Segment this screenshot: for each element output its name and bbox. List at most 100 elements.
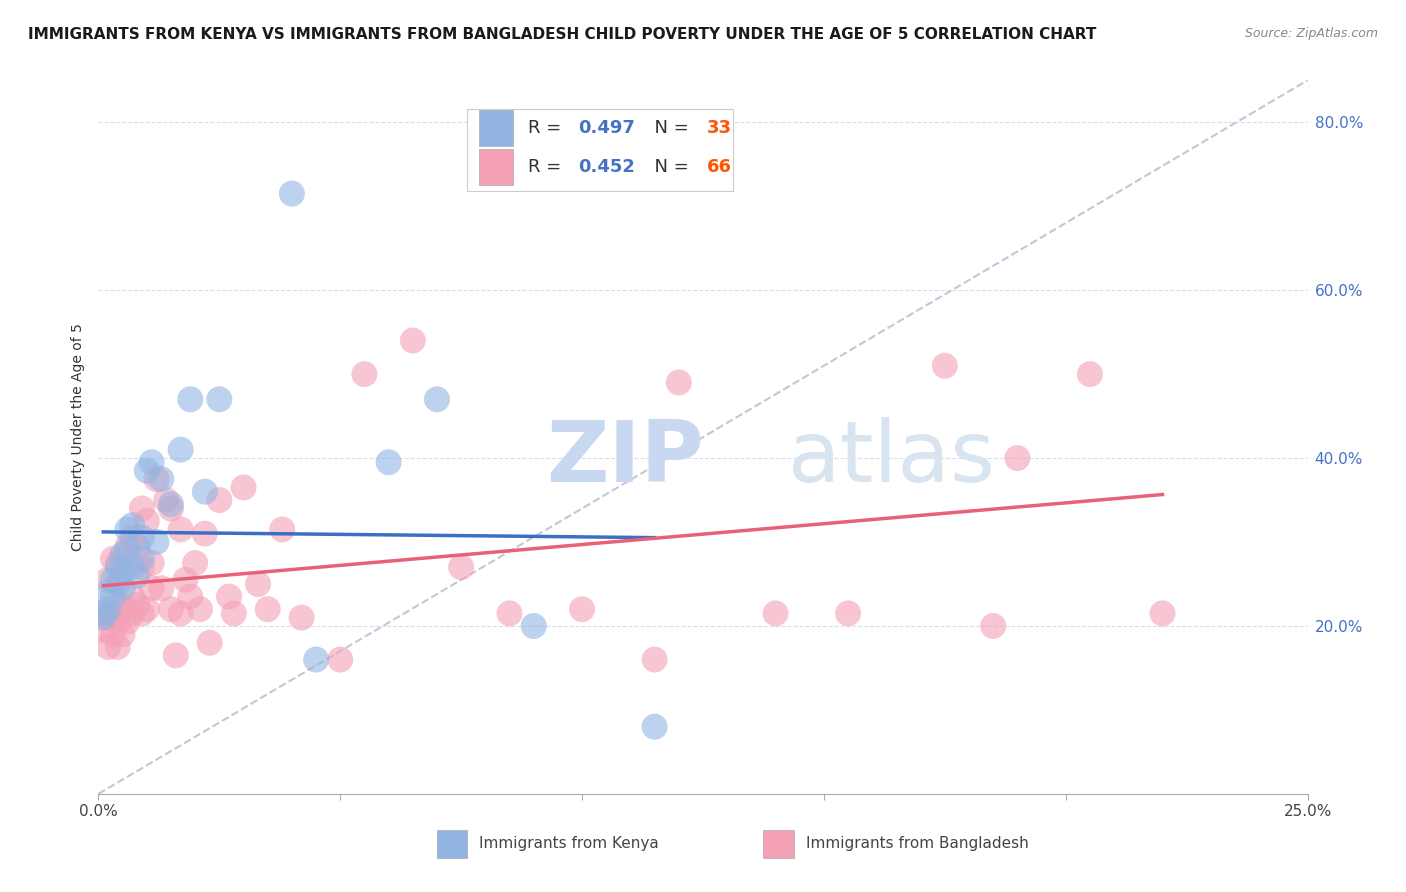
Point — [194, 526, 217, 541]
Point — [111, 565, 134, 579]
Point — [934, 359, 956, 373]
Point — [121, 590, 143, 604]
Point — [91, 607, 114, 621]
Point — [107, 560, 129, 574]
Point — [174, 573, 197, 587]
Point — [208, 392, 231, 407]
Point — [117, 523, 139, 537]
Point — [141, 581, 163, 595]
Point — [97, 602, 120, 616]
Text: 66: 66 — [707, 158, 731, 176]
Point — [426, 392, 449, 407]
FancyBboxPatch shape — [763, 830, 794, 858]
Point — [135, 602, 157, 616]
Point — [169, 607, 191, 621]
Point — [91, 607, 114, 621]
Text: R =: R = — [527, 158, 567, 176]
Point — [121, 518, 143, 533]
Point — [111, 565, 134, 579]
Point — [101, 627, 124, 641]
Point — [127, 598, 149, 612]
Point — [165, 648, 187, 663]
Point — [222, 607, 245, 621]
Point — [111, 627, 134, 641]
Point — [111, 581, 134, 595]
Point — [97, 573, 120, 587]
Point — [107, 577, 129, 591]
Point — [571, 602, 593, 616]
Text: N =: N = — [643, 120, 695, 137]
Point — [188, 602, 211, 616]
Point — [150, 472, 173, 486]
Point — [131, 607, 153, 621]
Point — [145, 472, 167, 486]
Text: Immigrants from Kenya: Immigrants from Kenya — [479, 837, 659, 851]
Point — [644, 720, 666, 734]
Point — [281, 186, 304, 201]
Text: atlas: atlas — [787, 417, 995, 500]
Point — [353, 367, 375, 381]
Point — [117, 615, 139, 629]
Point — [131, 501, 153, 516]
Point — [160, 501, 183, 516]
Point — [145, 535, 167, 549]
Point — [450, 560, 472, 574]
Text: ZIP: ZIP — [546, 417, 703, 500]
Point — [232, 480, 254, 494]
Point — [668, 376, 690, 390]
Point — [141, 455, 163, 469]
Point — [101, 590, 124, 604]
Point — [644, 652, 666, 666]
Point — [305, 652, 328, 666]
FancyBboxPatch shape — [479, 111, 513, 146]
Point — [97, 610, 120, 624]
Point — [101, 551, 124, 566]
Point — [160, 497, 183, 511]
Point — [155, 493, 177, 508]
Point — [121, 560, 143, 574]
Text: IMMIGRANTS FROM KENYA VS IMMIGRANTS FROM BANGLADESH CHILD POVERTY UNDER THE AGE : IMMIGRANTS FROM KENYA VS IMMIGRANTS FROM… — [28, 27, 1097, 42]
Point — [169, 442, 191, 457]
Point — [91, 623, 114, 637]
Point — [131, 531, 153, 545]
Point — [121, 607, 143, 621]
Point — [141, 556, 163, 570]
Point — [150, 581, 173, 595]
Y-axis label: Child Poverty Under the Age of 5: Child Poverty Under the Age of 5 — [70, 323, 84, 551]
Point — [184, 556, 207, 570]
Point — [218, 590, 240, 604]
Point — [131, 560, 153, 574]
Text: R =: R = — [527, 120, 567, 137]
Point — [271, 523, 294, 537]
Point — [837, 607, 859, 621]
Point — [198, 636, 221, 650]
Point — [498, 607, 520, 621]
Point — [1007, 451, 1029, 466]
Point — [97, 640, 120, 654]
Point — [107, 640, 129, 654]
Point — [402, 334, 425, 348]
Point — [179, 590, 201, 604]
Point — [169, 523, 191, 537]
Text: 0.452: 0.452 — [578, 158, 636, 176]
Point — [1078, 367, 1101, 381]
Text: 0.497: 0.497 — [578, 120, 636, 137]
Point — [111, 548, 134, 562]
Text: N =: N = — [643, 158, 695, 176]
Point — [981, 619, 1004, 633]
Point — [179, 392, 201, 407]
Point — [101, 607, 124, 621]
Point — [107, 556, 129, 570]
Point — [135, 464, 157, 478]
FancyBboxPatch shape — [437, 830, 467, 858]
Point — [208, 493, 231, 508]
Text: Source: ZipAtlas.com: Source: ZipAtlas.com — [1244, 27, 1378, 40]
Point — [290, 610, 312, 624]
Point — [765, 607, 787, 621]
Point — [160, 602, 183, 616]
Point — [117, 543, 139, 558]
Point — [247, 577, 270, 591]
FancyBboxPatch shape — [467, 109, 734, 191]
Point — [111, 602, 134, 616]
Point — [329, 652, 352, 666]
